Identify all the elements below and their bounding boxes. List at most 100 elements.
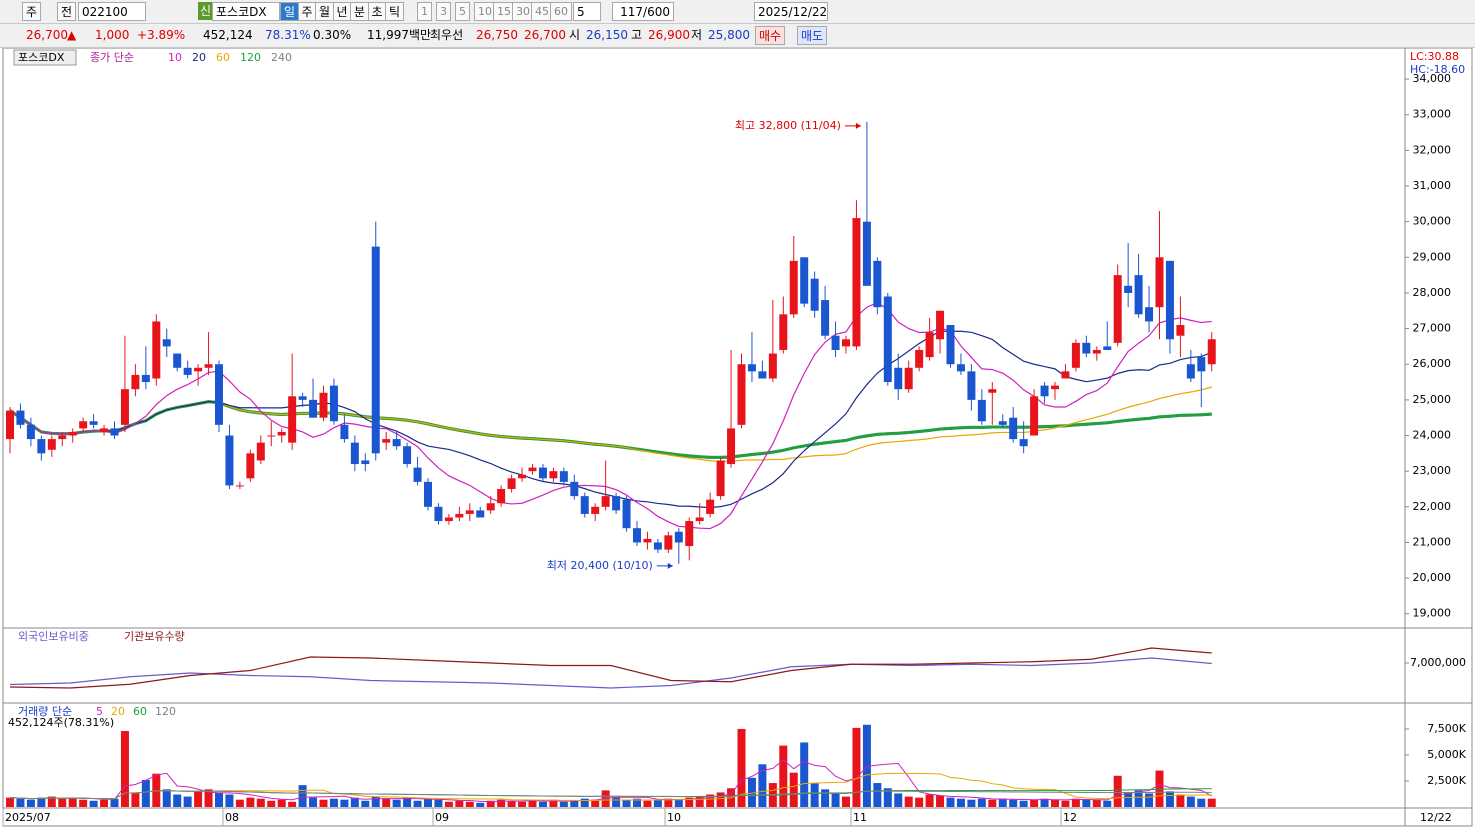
unit-button[interactable]: 분	[350, 2, 370, 21]
candle-body	[173, 353, 182, 368]
sell-button[interactable]: 매도	[797, 26, 828, 45]
candle-body	[476, 510, 485, 518]
volume-bar	[1165, 791, 1174, 807]
volume-bar	[413, 800, 422, 807]
y-tick-label: 33,000	[1413, 108, 1452, 121]
candle-body	[518, 474, 527, 479]
unit-button[interactable]: 년	[332, 2, 352, 21]
volume-bar	[988, 799, 997, 807]
candle-body	[392, 439, 401, 447]
volume-bar	[904, 796, 913, 807]
candle-body	[737, 364, 746, 425]
y-tick-label: 24,000	[1413, 429, 1452, 442]
candle-body	[643, 538, 652, 543]
bars-count: 117/600	[612, 2, 674, 21]
interval-button[interactable]: 60	[550, 2, 572, 21]
volume-bar	[507, 800, 516, 807]
y-tick-label: 21,000	[1413, 535, 1452, 548]
candle-body	[26, 424, 35, 440]
rate: +3.89%	[137, 28, 186, 42]
stock-name: 포스코DX	[212, 2, 280, 21]
candle-body	[1145, 307, 1154, 322]
candle-body	[110, 428, 119, 436]
arrow-up: ▲	[67, 28, 77, 42]
volume-bar	[215, 792, 223, 807]
candle-body	[653, 542, 662, 550]
ma-legend: 120	[240, 51, 261, 64]
chart-title: 포스코DX	[18, 51, 65, 64]
candle-body	[1186, 364, 1195, 379]
volume-bar	[47, 796, 56, 807]
candle-body	[47, 439, 56, 450]
candle-body	[956, 364, 965, 372]
candle-body	[831, 335, 840, 350]
volume-bar	[1145, 793, 1154, 807]
candle-body	[1030, 396, 1039, 436]
ma-legend: 5	[96, 705, 103, 718]
candle-body	[1197, 357, 1206, 372]
volume-bar	[424, 798, 432, 807]
interval-button[interactable]: 1	[417, 2, 432, 21]
interval-button[interactable]: 3	[436, 2, 451, 21]
unit-button[interactable]: 틱	[385, 2, 405, 21]
candle-body	[758, 371, 767, 379]
candle-body	[141, 374, 150, 383]
volume-bar	[403, 797, 412, 807]
candle-body	[977, 399, 986, 422]
candle-body	[1103, 346, 1112, 350]
annotation: 최저 20,400 (10/10)	[547, 559, 653, 572]
period-mode[interactable]: 주	[22, 2, 42, 21]
y-tick-label: 34,000	[1413, 72, 1452, 85]
volume-bar	[68, 797, 77, 807]
volume-bar	[1186, 796, 1195, 807]
candle-body	[329, 385, 338, 422]
unit-button[interactable]: 초	[367, 2, 387, 21]
candle-body	[37, 439, 46, 454]
volume-bar	[716, 792, 725, 807]
volume-bar	[455, 800, 464, 807]
unit-button[interactable]: 주	[297, 2, 317, 21]
ma-legend: 60	[216, 51, 230, 64]
candle-body	[873, 260, 882, 308]
high-label: 고	[631, 28, 643, 42]
candle-body	[361, 460, 370, 465]
interval-button[interactable]: 45	[531, 2, 553, 21]
count-input[interactable]: 5	[573, 2, 601, 21]
candle-body	[183, 367, 192, 375]
interval-button[interactable]: 30	[512, 2, 534, 21]
candle-body	[215, 364, 223, 425]
candle-body	[570, 481, 579, 497]
candle-body	[403, 446, 412, 465]
volume-bar	[747, 777, 756, 807]
volume-bar	[591, 799, 600, 807]
turnover: 0.30%	[313, 28, 352, 42]
volume-bar	[1071, 798, 1080, 807]
volume-bar	[1113, 775, 1122, 807]
volume-bar	[235, 799, 244, 807]
code-input[interactable]: 022100	[78, 2, 146, 21]
y-tick-label: 7,000,000	[1410, 656, 1466, 669]
date-label: 08	[225, 811, 239, 824]
candle-body	[936, 310, 945, 340]
volume-bar	[831, 793, 840, 807]
candle-body	[1207, 339, 1216, 365]
ask: 26,750	[476, 28, 518, 42]
volume-bar	[538, 801, 547, 807]
volume-bar	[800, 742, 809, 807]
candle-body	[309, 399, 318, 418]
candle-body	[497, 488, 506, 504]
interval-button[interactable]: 5	[455, 2, 470, 21]
volume-bar	[173, 794, 182, 807]
candle-body	[842, 339, 850, 347]
date-input[interactable]: 2025/12/22	[754, 2, 828, 21]
candle-body	[883, 296, 892, 383]
buy-button[interactable]: 매수	[755, 26, 786, 45]
unit-button[interactable]: 일	[280, 2, 300, 21]
unit-button[interactable]: 월	[315, 2, 335, 21]
y-tick-label: 27,000	[1413, 322, 1452, 335]
volume-bar	[612, 797, 621, 807]
scope[interactable]: 전	[57, 2, 77, 21]
candle-body	[68, 431, 77, 436]
volume-bar	[549, 799, 558, 807]
